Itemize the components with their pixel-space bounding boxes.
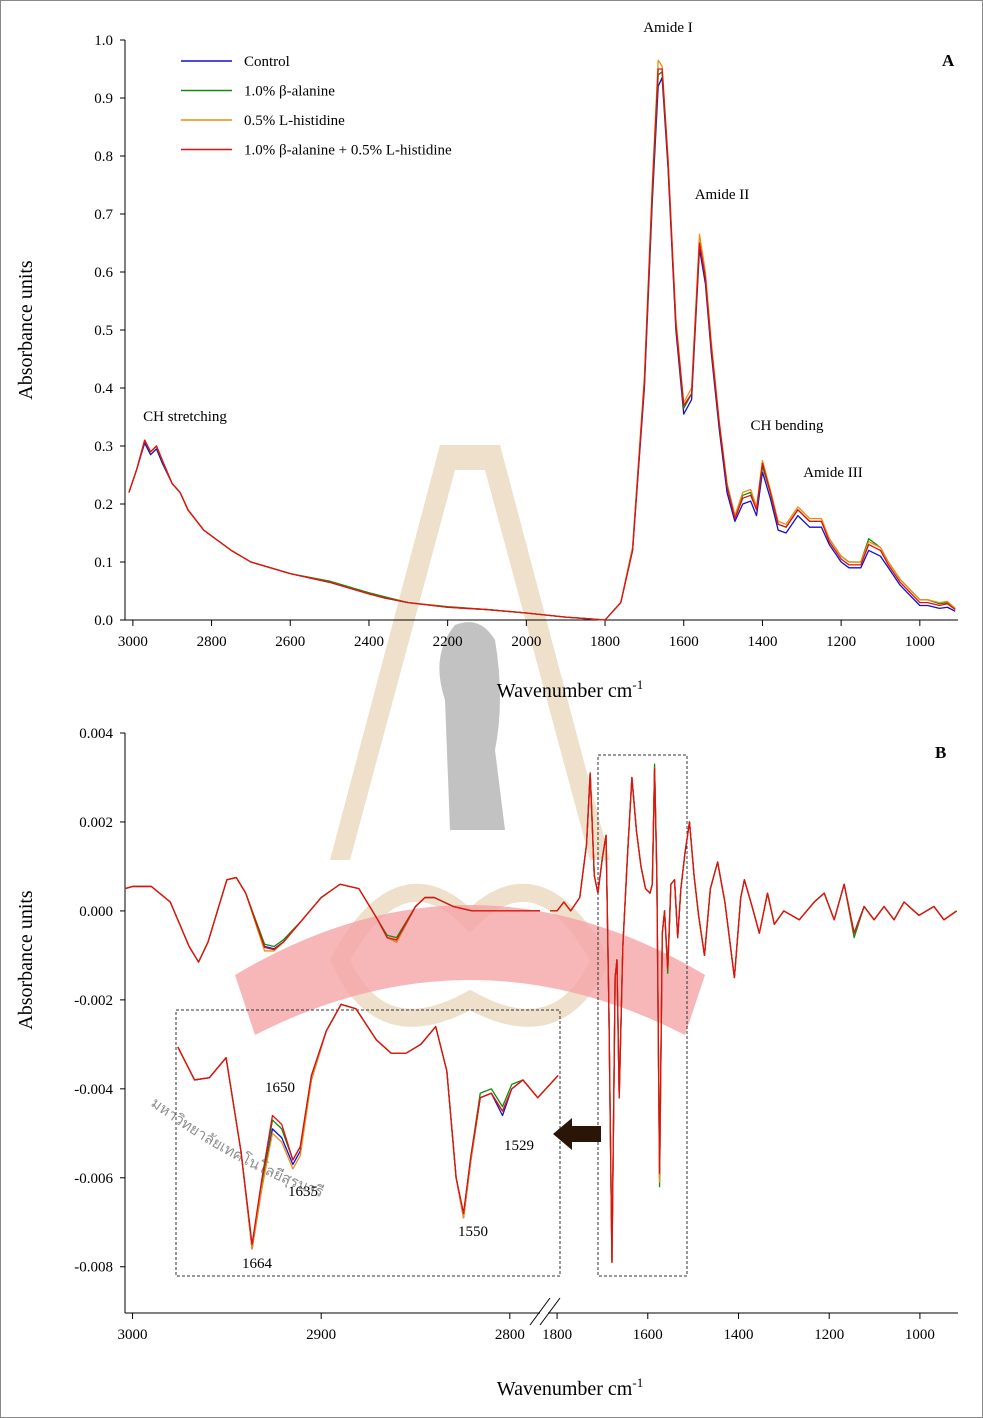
legend-label: 1.0% β-alanine + 0.5% L-histidine xyxy=(244,143,452,159)
inset-box xyxy=(175,1009,561,1277)
axis-break xyxy=(529,1297,551,1326)
x-tick-label: 1800 xyxy=(542,1327,572,1343)
series-line xyxy=(550,767,958,1263)
zoom-arrow xyxy=(553,1118,601,1150)
series-line xyxy=(128,68,956,621)
x-axis-title: Wavenumber cm-1 xyxy=(497,677,643,702)
peak-label: 1635 xyxy=(288,1184,318,1200)
y-tick-label: -0.002 xyxy=(74,993,113,1009)
y-tick-label: -0.008 xyxy=(74,1260,113,1276)
x-tick-label: 2800 xyxy=(495,1327,525,1343)
legend-label: Control xyxy=(244,54,290,70)
y-tick-label: 0.0 xyxy=(94,613,113,629)
y-tick-label: 0.8 xyxy=(94,149,113,165)
y-axis-title: Absorbance units xyxy=(15,890,37,1030)
y-tick-label: 0.7 xyxy=(94,207,113,223)
legend-label: 0.5% L-histidine xyxy=(244,113,345,129)
x-tick-label: 1000 xyxy=(905,634,935,650)
watermark-tower xyxy=(330,445,610,860)
x-tick-label: 1400 xyxy=(747,634,777,650)
y-tick-label: 0.2 xyxy=(94,497,113,513)
y-tick-label: -0.004 xyxy=(74,1082,113,1098)
x-tick-label: 3000 xyxy=(118,1327,148,1343)
peak-label: 1650 xyxy=(265,1080,295,1096)
x-tick-label: 1600 xyxy=(633,1327,663,1343)
panel-label: B xyxy=(935,743,946,762)
y-tick-label: 0.1 xyxy=(94,555,113,571)
y-tick-label: 0.6 xyxy=(94,265,113,281)
x-axis-title-text: Wavenumber cm xyxy=(497,1378,633,1400)
axis-break xyxy=(539,1297,561,1326)
x-tick-label: 1200 xyxy=(814,1327,844,1343)
y-axis-title: Absorbance units xyxy=(15,260,37,400)
x-axis-title-sup: -1 xyxy=(632,677,643,692)
y-tick-label: 0.9 xyxy=(94,91,113,107)
x-tick-label: 2400 xyxy=(354,634,384,650)
legend-label: 1.0% β-alanine xyxy=(244,84,335,100)
x-tick-label: 2600 xyxy=(275,634,305,650)
x-axis-title-sup: -1 xyxy=(632,1375,643,1390)
x-tick-label: 2200 xyxy=(433,634,463,650)
watermark-emblem xyxy=(329,883,611,1027)
y-tick-label: 0.002 xyxy=(79,815,113,831)
y-tick-label: 0.4 xyxy=(94,381,113,397)
y-tick-label: -0.006 xyxy=(74,1171,113,1187)
y-tick-label: 0.000 xyxy=(79,904,113,920)
y-tick-label: 0.5 xyxy=(94,323,113,339)
peak-label: 1529 xyxy=(504,1138,534,1154)
annotation: Amide II xyxy=(695,187,750,203)
series-line xyxy=(177,1003,559,1246)
y-tick-label: 1.0 xyxy=(94,33,113,49)
x-axis-title-text: Wavenumber cm xyxy=(497,680,633,702)
x-tick-label: 1000 xyxy=(905,1327,935,1343)
panel-label: A xyxy=(942,51,955,70)
x-tick-label: 1600 xyxy=(669,634,699,650)
x-tick-label: 2800 xyxy=(197,634,227,650)
annotation: CH bending xyxy=(751,418,824,434)
x-axis-title: Wavenumber cm-1 xyxy=(497,1375,643,1400)
peak-label: 1664 xyxy=(242,1256,273,1272)
x-tick-label: 3000 xyxy=(118,634,148,650)
watermark-fan xyxy=(235,905,705,1035)
y-tick-label: 0.004 xyxy=(79,726,113,742)
peak-label: 1550 xyxy=(458,1224,488,1240)
x-tick-label: 1200 xyxy=(826,634,856,650)
annotation: Amide III xyxy=(803,465,863,481)
series-line xyxy=(124,876,540,963)
x-tick-label: 1800 xyxy=(590,634,620,650)
y-tick-label: 0.3 xyxy=(94,439,113,455)
x-tick-label: 2900 xyxy=(306,1327,336,1343)
annotation: Amide I xyxy=(643,20,693,36)
x-tick-label: 1400 xyxy=(723,1327,753,1343)
annotation: CH stretching xyxy=(143,409,227,425)
x-tick-label: 2000 xyxy=(511,634,541,650)
watermark-figure xyxy=(439,622,505,830)
